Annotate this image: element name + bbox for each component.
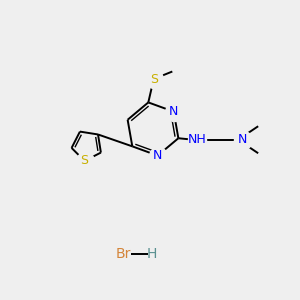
Text: S: S — [81, 154, 88, 167]
Text: N: N — [169, 105, 178, 118]
Text: NH: NH — [188, 133, 206, 146]
Text: N: N — [238, 133, 247, 146]
Text: Br: Br — [115, 247, 131, 260]
Text: S: S — [150, 73, 158, 85]
Text: H: H — [146, 247, 157, 260]
Text: N: N — [153, 149, 162, 162]
